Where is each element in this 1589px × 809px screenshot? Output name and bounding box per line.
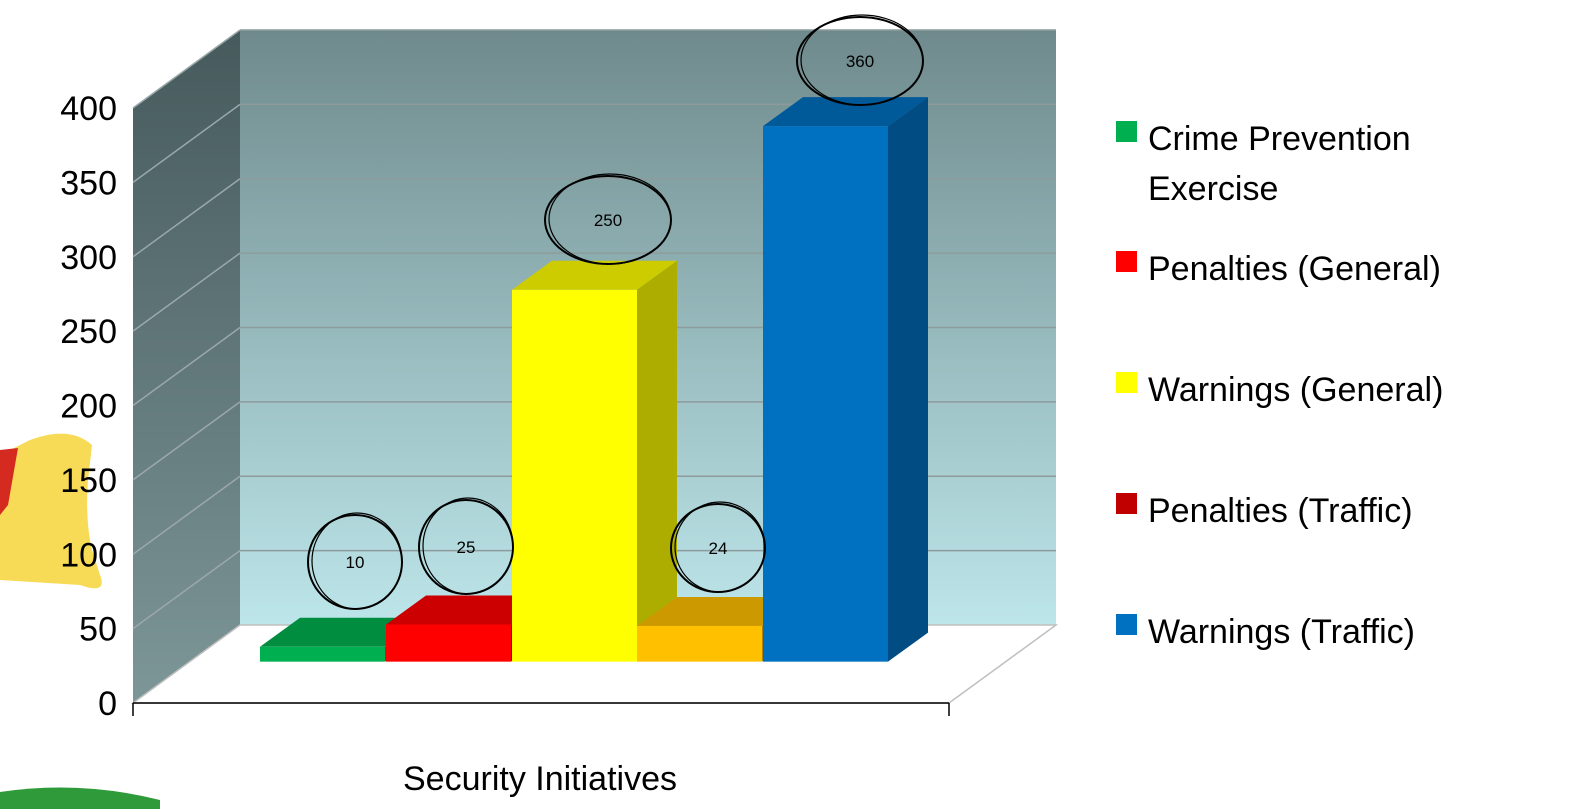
gridline-side <box>132 252 241 332</box>
gridline-side <box>132 401 241 481</box>
data-label-3: 250 <box>544 173 672 265</box>
legend-item-2: Penalties (General) <box>1116 250 1441 288</box>
y-tick-label: 150 <box>60 462 117 500</box>
bar-front <box>512 289 637 662</box>
legend-swatch <box>1116 493 1137 514</box>
data-label-text: 25 <box>457 538 476 557</box>
y-tick-label: 400 <box>60 90 117 128</box>
data-label-4: 24 <box>670 501 766 593</box>
legend-label: Penalties (Traffic) <box>1148 492 1413 530</box>
label-circle-stroke <box>674 501 766 593</box>
gridline-side <box>132 550 241 630</box>
legend: Crime Prevention Exercise Penalties (Gener… <box>1116 120 1443 651</box>
gridline-side <box>132 29 241 109</box>
bar-front <box>260 646 385 662</box>
bar-top <box>260 617 425 647</box>
bar-front <box>637 625 762 662</box>
legend-label: Penalties (General) <box>1148 250 1441 288</box>
decorative-blob <box>0 433 160 809</box>
y-tick-label: 50 <box>79 611 117 649</box>
label-circle-stroke <box>311 512 403 610</box>
bar-top <box>763 97 928 127</box>
y-tick-label: 100 <box>60 536 117 574</box>
legend-label: Warnings (Traffic) <box>1148 613 1415 651</box>
y-tick-label: 300 <box>60 239 117 277</box>
bar-side <box>637 260 677 662</box>
label-circle-stroke <box>800 14 924 106</box>
bar-top <box>386 595 551 625</box>
data-labels: 10 25 250 24 360 <box>307 14 924 610</box>
y-tick-label: 0 <box>98 685 117 723</box>
legend-item-4: Penalties (Traffic) <box>1116 492 1413 530</box>
data-label-1: 10 <box>307 512 403 610</box>
bars <box>260 97 928 662</box>
gridline-side <box>132 326 241 407</box>
data-label-text: 250 <box>594 211 622 230</box>
legend-item-3: Warnings (General) <box>1116 371 1443 409</box>
legend-swatch <box>1116 372 1137 393</box>
label-circle-stroke <box>548 173 672 265</box>
legend-swatch <box>1116 251 1137 272</box>
data-label-2: 25 <box>418 497 514 595</box>
bar-front <box>763 126 888 662</box>
x-axis-label: Security Initiatives <box>403 760 677 798</box>
data-label-text: 24 <box>709 539 728 558</box>
y-tick-label: 200 <box>60 388 117 426</box>
gridline-side <box>132 178 241 258</box>
label-circle-stroke <box>422 497 514 595</box>
gridline-side <box>132 103 241 183</box>
gridline-side <box>132 475 241 555</box>
bar-top <box>637 596 802 626</box>
bar-5 <box>763 97 928 662</box>
legend-item-1: Crime Prevention Exercise <box>1116 120 1411 208</box>
legend-swatch <box>1116 614 1137 635</box>
bar-top <box>512 260 677 290</box>
y-axis-ticks: 0 50 100 150 200 250 300 350 400 <box>60 90 117 723</box>
legend-item-5: Warnings (Traffic) <box>1116 613 1415 651</box>
data-label-5: 360 <box>796 14 924 106</box>
data-label-text: 360 <box>846 52 874 71</box>
bar-side <box>888 97 928 662</box>
bar-front <box>386 624 511 662</box>
legend-label: Crime Prevention Exercise <box>1148 120 1411 208</box>
y-tick-label: 250 <box>60 313 117 351</box>
data-label-text: 10 <box>346 553 365 572</box>
legend-label: Warnings (General) <box>1148 371 1443 409</box>
legend-swatch <box>1116 121 1137 142</box>
bar-3 <box>512 260 677 662</box>
y-tick-label: 350 <box>60 164 117 202</box>
